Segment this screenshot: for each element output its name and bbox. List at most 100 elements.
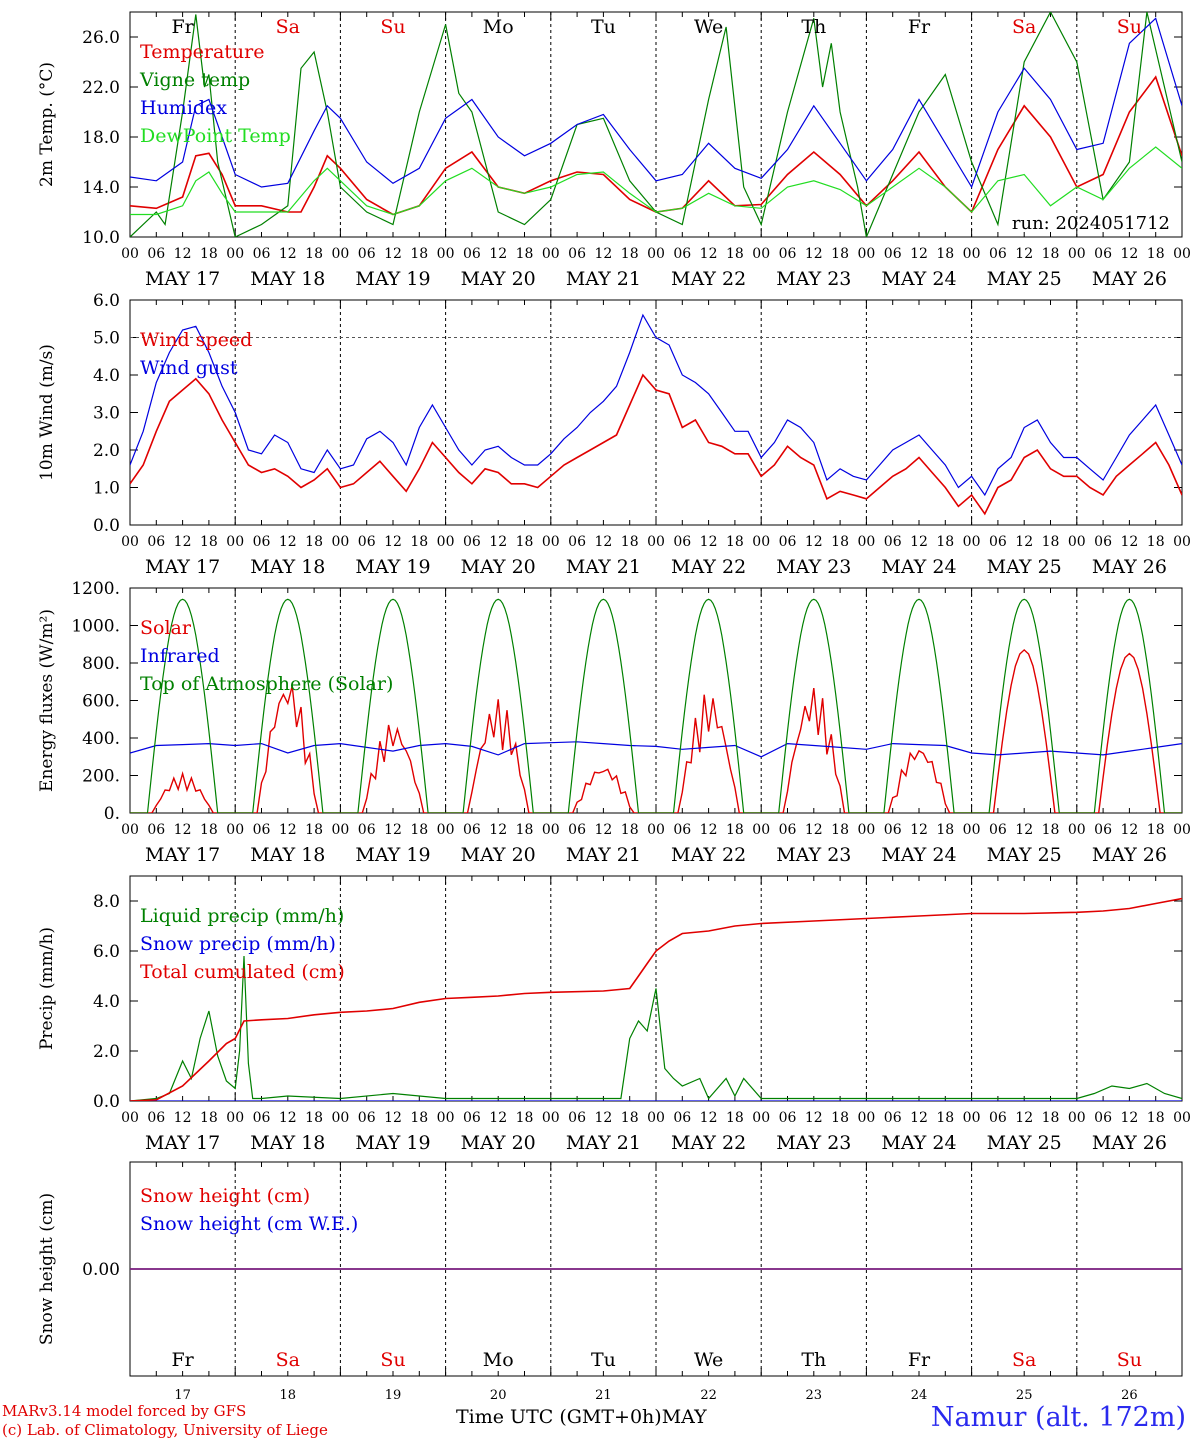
hour-tick-label: 12 (1120, 822, 1138, 838)
hour-tick-label: 06 (779, 822, 797, 838)
hour-tick-label: 00 (542, 534, 560, 550)
hour-tick-label: 12 (384, 1110, 402, 1126)
hour-tick-label: 12 (174, 822, 192, 838)
y-tick-label: 5.0 (93, 329, 120, 349)
date-label: MAY 20 (461, 844, 536, 866)
hour-tick-label: 18 (621, 246, 639, 262)
weekday-label-bottom: Fr (908, 1349, 931, 1371)
legend-snow-height-cm: Snow height (cm) (140, 1185, 310, 1207)
weekday-label-top: Th (801, 16, 826, 38)
legend-snow-precip-mm-h: Snow precip (mm/h) (140, 933, 336, 955)
weekday-label-top: Fr (171, 16, 194, 38)
hour-tick-label: 12 (805, 1110, 823, 1126)
hour-tick-label: 00 (542, 1110, 560, 1126)
legend-vigne-temp: Vigne temp (139, 69, 250, 91)
hour-tick-label: 18 (621, 534, 639, 550)
hour-tick-label: 06 (568, 246, 586, 262)
y-tick-label: 6.0 (93, 291, 120, 311)
hour-tick-label: 06 (568, 534, 586, 550)
y-tick-label: 1.0 (93, 479, 120, 499)
hour-tick-label: 18 (200, 1110, 218, 1126)
hour-tick-label: 00 (437, 822, 455, 838)
hour-tick-label: 06 (989, 822, 1007, 838)
series-vigne-temp (130, 12, 1182, 237)
hour-tick-label: 06 (673, 1110, 691, 1126)
legend-snow-height-cm-w-e: Snow height (cm W.E.) (140, 1213, 358, 1235)
hour-tick-label: 00 (226, 246, 244, 262)
weekday-label-bottom: Th (801, 1349, 826, 1371)
hour-tick-label: 18 (1147, 822, 1165, 838)
weekday-label-bottom: Sa (1012, 1349, 1036, 1371)
day-number-label: 24 (911, 1388, 928, 1403)
hour-tick-label: 00 (1068, 822, 1086, 838)
date-label: MAY 19 (355, 844, 430, 866)
hour-tick-label: 00 (647, 534, 665, 550)
hour-tick-label: 00 (226, 534, 244, 550)
hour-tick-label: 18 (410, 534, 428, 550)
hour-tick-label: 12 (700, 1110, 718, 1126)
date-label: MAY 21 (566, 844, 641, 866)
legend-top-of-atmosphere-solar: Top of Atmosphere (Solar) (140, 673, 393, 695)
date-label: MAY 26 (1092, 268, 1167, 290)
hour-tick-label: 06 (358, 246, 376, 262)
date-label: MAY 17 (145, 844, 220, 866)
hour-tick-label: 00 (963, 534, 981, 550)
date-label: MAY 21 (566, 556, 641, 578)
hour-tick-label: 06 (253, 1110, 271, 1126)
hour-tick-label: 12 (910, 822, 928, 838)
hour-tick-label: 00 (121, 246, 139, 262)
date-label: MAY 20 (461, 556, 536, 578)
hour-tick-label: 18 (1042, 534, 1060, 550)
hour-tick-label: 06 (147, 246, 165, 262)
hour-tick-label: 18 (516, 534, 534, 550)
hour-tick-label: 12 (489, 1110, 507, 1126)
y-tick-label: 14.0 (82, 178, 120, 198)
y-tick-label: 0.0 (93, 1092, 120, 1112)
y-tick-label: 2.0 (93, 441, 120, 461)
hour-tick-label: 18 (200, 822, 218, 838)
hour-tick-label: 12 (174, 534, 192, 550)
legend-solar: Solar (140, 617, 192, 639)
hour-tick-label: 18 (410, 822, 428, 838)
legend-dewpoint-temp: DewPoint Temp (140, 125, 291, 147)
weekday-label-bottom: Sa (276, 1349, 300, 1371)
hour-tick-label: 00 (1173, 1110, 1191, 1126)
hour-tick-label: 18 (831, 822, 849, 838)
weekday-label-bottom: Fr (171, 1349, 194, 1371)
y-tick-label: 600. (82, 692, 120, 712)
date-label: MAY 26 (1092, 1132, 1167, 1154)
model-credit: MARv3.14 model forced by GFS (2, 1402, 247, 1420)
series-dewpoint-temp (130, 146, 1182, 216)
series-humidex (130, 17, 1182, 189)
hour-tick-label: 00 (226, 822, 244, 838)
y-tick-label: 400. (82, 729, 120, 749)
hour-tick-label: 06 (147, 822, 165, 838)
y-tick-label: 3.0 (93, 404, 120, 424)
hour-tick-label: 12 (910, 246, 928, 262)
hour-tick-label: 12 (910, 1110, 928, 1126)
date-label: MAY 23 (776, 556, 851, 578)
hour-tick-label: 12 (805, 246, 823, 262)
hour-tick-label: 12 (594, 246, 612, 262)
hour-tick-label: 00 (542, 246, 560, 262)
hour-tick-label: 12 (489, 822, 507, 838)
panel-4 (129, 875, 1183, 1102)
hour-tick-label: 18 (305, 534, 323, 550)
hour-tick-label: 00 (752, 822, 770, 838)
hour-tick-label: 06 (463, 246, 481, 262)
hour-tick-label: 06 (463, 534, 481, 550)
hour-tick-label: 12 (805, 534, 823, 550)
hour-tick-label: 00 (647, 246, 665, 262)
hour-tick-label: 00 (542, 822, 560, 838)
hour-tick-label: 00 (752, 246, 770, 262)
hour-tick-label: 18 (726, 246, 744, 262)
weekday-label-top: Sa (1012, 16, 1036, 38)
legend-temperature: Temperature (140, 41, 264, 63)
date-label: MAY 24 (881, 1132, 956, 1154)
weekday-label-bottom: Mo (483, 1349, 514, 1371)
hour-tick-label: 12 (1120, 1110, 1138, 1126)
date-label: MAY 22 (671, 268, 746, 290)
month-caption: MAY (661, 1406, 707, 1428)
date-label: MAY 25 (987, 268, 1062, 290)
date-label: MAY 20 (461, 1132, 536, 1154)
